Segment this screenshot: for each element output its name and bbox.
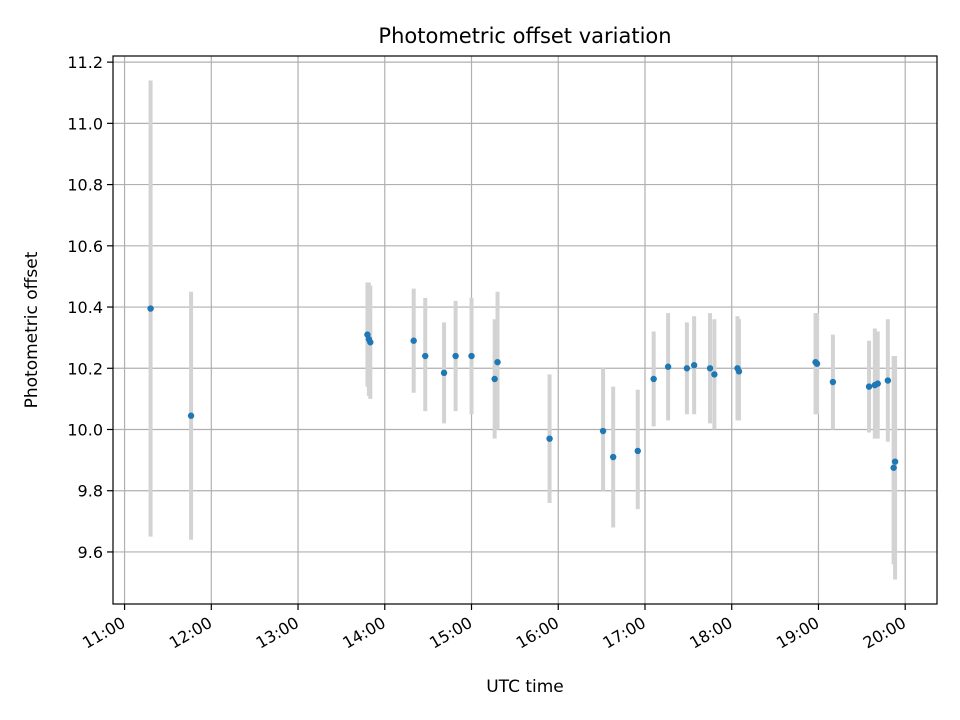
y-tick-label: 9.8 — [78, 482, 103, 501]
data-point — [440, 369, 448, 377]
data-point — [650, 375, 657, 383]
data-point — [147, 305, 154, 312]
data-point — [468, 352, 475, 360]
data-point — [491, 375, 498, 383]
data-point — [494, 358, 501, 366]
data-point — [690, 362, 698, 369]
data-point — [874, 380, 881, 387]
data-point — [865, 383, 873, 390]
y-tick-label: 10.4 — [67, 298, 103, 317]
data-point — [829, 378, 837, 386]
data-point — [664, 363, 672, 370]
y-axis-ticks: 9.6 9.8 10.0 10.2 10.4 10.6 10.8 11.0 11.2 — [67, 53, 113, 562]
data-point — [410, 337, 417, 344]
grid — [113, 56, 937, 604]
y-tick-label: 10.0 — [67, 420, 103, 439]
data-point — [735, 368, 743, 375]
x-axis-label: UTC time — [486, 677, 564, 697]
data-point — [706, 365, 714, 372]
data-point — [890, 464, 897, 471]
data-point — [187, 412, 195, 419]
y-axis-label: Photometric offset — [22, 251, 42, 408]
data-point — [683, 365, 691, 372]
chart-title: Photometric offset variation — [378, 24, 671, 48]
data-point — [422, 352, 429, 360]
data-point — [891, 458, 899, 465]
plot-frame — [112, 55, 938, 605]
data-point — [884, 377, 892, 384]
data-point — [609, 453, 617, 461]
data-point — [452, 352, 459, 360]
y-tick-label: 11.0 — [67, 114, 103, 133]
y-tick-label: 9.6 — [78, 543, 103, 562]
data-point — [711, 371, 718, 378]
y-tick-label: 10.6 — [67, 237, 103, 256]
data-points — [147, 305, 899, 471]
y-tick-label: 11.2 — [67, 53, 103, 72]
data-point — [546, 435, 553, 442]
y-tick-label: 10.2 — [67, 359, 103, 378]
data-point — [813, 360, 821, 367]
data-point — [367, 339, 374, 346]
y-tick-label: 10.8 — [67, 176, 103, 195]
data-point — [634, 447, 641, 455]
data-point — [599, 427, 607, 435]
